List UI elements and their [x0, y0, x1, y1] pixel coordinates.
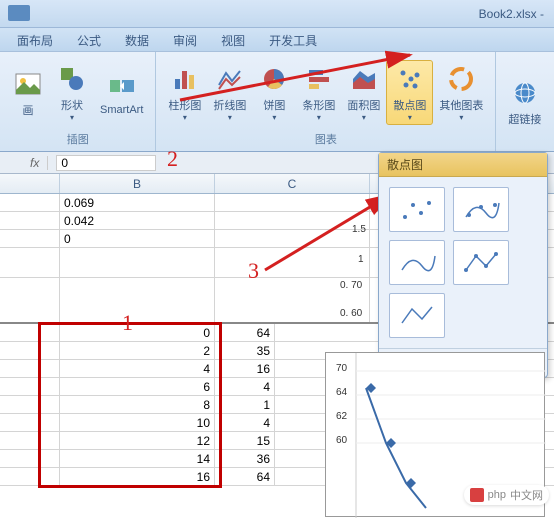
area-chart-label: 面积图 [347, 97, 380, 113]
chevron-down-icon: ▾ [228, 113, 232, 122]
cell[interactable]: 64 [215, 324, 275, 341]
cell[interactable]: 4 [215, 378, 275, 395]
bar-chart-icon [303, 63, 335, 95]
scatter-panel-title: 散点图 [379, 153, 547, 177]
cell[interactable]: 6 [60, 378, 215, 395]
chevron-down-icon: ▾ [70, 113, 74, 122]
cell[interactable]: 1 [215, 396, 275, 413]
ribbon-content: 画 形状 ▾ SmartArt 插图 柱形图 ▾ 折线图 [0, 52, 554, 152]
ribbon-tabs: 面布局 公式 数据 审阅 视图 开发工具 [0, 28, 554, 52]
bar-chart-label: 条形图 [302, 97, 335, 113]
cell[interactable]: 36 [215, 450, 275, 467]
pie-chart-icon [258, 63, 290, 95]
other-chart-icon [445, 63, 477, 95]
picture-button[interactable]: 画 [6, 66, 50, 120]
smartart-button[interactable]: SmartArt [94, 68, 149, 118]
scatter-chart-icon [394, 63, 426, 95]
smartart-label: SmartArt [100, 104, 143, 116]
shapes-icon [56, 63, 88, 95]
cell[interactable]: 35 [215, 342, 275, 359]
cell[interactable]: 0 [60, 230, 215, 247]
col-header-b[interactable]: B [60, 174, 215, 193]
hyperlink-label: 超链接 [508, 111, 541, 127]
cell[interactable]: 10 [60, 414, 215, 431]
formula-input[interactable] [56, 155, 156, 171]
col-header-c[interactable]: C [215, 174, 370, 193]
picture-label: 画 [23, 102, 34, 118]
chevron-down-icon: ▾ [272, 113, 276, 122]
tab-layout[interactable]: 面布局 [5, 28, 65, 51]
axis-label: 0. 60 [340, 308, 362, 319]
bar-chart-button[interactable]: 条形图 ▾ [296, 61, 341, 124]
cell[interactable]: 0 [60, 324, 215, 341]
hyperlink-icon [509, 77, 541, 109]
scatter-option-smooth-markers[interactable] [453, 187, 509, 232]
watermark-text: 中文网 [510, 487, 543, 503]
col-header-a[interactable] [0, 174, 60, 193]
tab-dev[interactable]: 开发工具 [257, 28, 329, 51]
cell[interactable]: 15 [215, 432, 275, 449]
scatter-options-grid [379, 177, 547, 348]
column-chart-button[interactable]: 柱形图 ▾ [162, 61, 207, 124]
line-chart-button[interactable]: 折线图 ▾ [207, 61, 252, 124]
tab-formula[interactable]: 公式 [65, 28, 113, 51]
scatter-chart-label: 散点图 [393, 97, 426, 113]
scatter-chart-button[interactable]: 散点图 ▾ [386, 60, 433, 125]
cell[interactable]: 14 [60, 450, 215, 467]
group-label-charts: 图表 [162, 129, 489, 147]
cell[interactable]: 4 [215, 414, 275, 431]
cell[interactable]: 16 [215, 360, 275, 377]
ribbon-group-links: 超链接 [496, 52, 553, 151]
scatter-option-lines[interactable] [389, 293, 445, 338]
php-logo-icon [470, 488, 484, 502]
column-chart-icon [169, 63, 201, 95]
shapes-label: 形状 [61, 97, 83, 113]
titlebar: Book2.xlsx - [0, 0, 554, 28]
pie-chart-button[interactable]: 饼图 ▾ [252, 61, 296, 124]
chevron-down-icon: ▾ [408, 113, 412, 122]
smartart-icon [106, 70, 138, 102]
fx-label[interactable]: fx [30, 156, 48, 170]
shapes-button[interactable]: 形状 ▾ [50, 61, 94, 124]
axis-label: 1.5 [352, 224, 366, 235]
watermark-prefix: php [488, 489, 506, 501]
scatter-option-lines-markers[interactable] [453, 240, 509, 285]
chevron-down-icon: ▾ [317, 113, 321, 122]
line-chart-label: 折线图 [213, 97, 246, 113]
chevron-down-icon: ▾ [183, 113, 187, 122]
cell[interactable]: 16 [60, 468, 215, 485]
other-chart-label: 其他图表 [439, 97, 483, 113]
other-chart-button[interactable]: 其他图表 ▾ [433, 61, 489, 124]
picture-icon [12, 68, 44, 100]
ribbon-group-charts: 柱形图 ▾ 折线图 ▾ 饼图 ▾ 条形图 ▾ 面积图 ▾ [156, 52, 496, 151]
column-chart-label: 柱形图 [168, 97, 201, 113]
axis-label: 1 [358, 254, 364, 265]
scatter-option-smooth[interactable] [389, 240, 445, 285]
window-button[interactable] [8, 5, 30, 21]
watermark: php 中文网 [464, 485, 549, 505]
cell[interactable]: 12 [60, 432, 215, 449]
area-chart-button[interactable]: 面积图 ▾ [341, 61, 386, 124]
area-chart-icon [348, 63, 380, 95]
line-chart-icon [214, 63, 246, 95]
chevron-down-icon: ▾ [362, 113, 366, 122]
tab-data[interactable]: 数据 [113, 28, 161, 51]
cell[interactable]: 4 [60, 360, 215, 377]
axis-label: 0. 70 [340, 280, 362, 291]
group-label-illustrations: 插图 [6, 129, 149, 147]
window-title: Book2.xlsx - [479, 0, 544, 28]
cell[interactable]: 8 [60, 396, 215, 413]
cell[interactable]: 0.042 [60, 212, 215, 229]
scatter-dropdown-panel: 散点图 所有图表类型(A)... [378, 152, 548, 378]
tab-view[interactable]: 视图 [209, 28, 257, 51]
ribbon-group-illustrations: 画 形状 ▾ SmartArt 插图 [0, 52, 156, 151]
scatter-option-markers[interactable] [389, 187, 445, 232]
chevron-down-icon: ▾ [459, 113, 463, 122]
cell[interactable]: 2 [60, 342, 215, 359]
hyperlink-button[interactable]: 超链接 [502, 75, 547, 129]
cell[interactable]: 64 [215, 468, 275, 485]
cell[interactable]: 0.069 [60, 194, 215, 211]
tab-review[interactable]: 审阅 [161, 28, 209, 51]
pie-chart-label: 饼图 [263, 97, 285, 113]
